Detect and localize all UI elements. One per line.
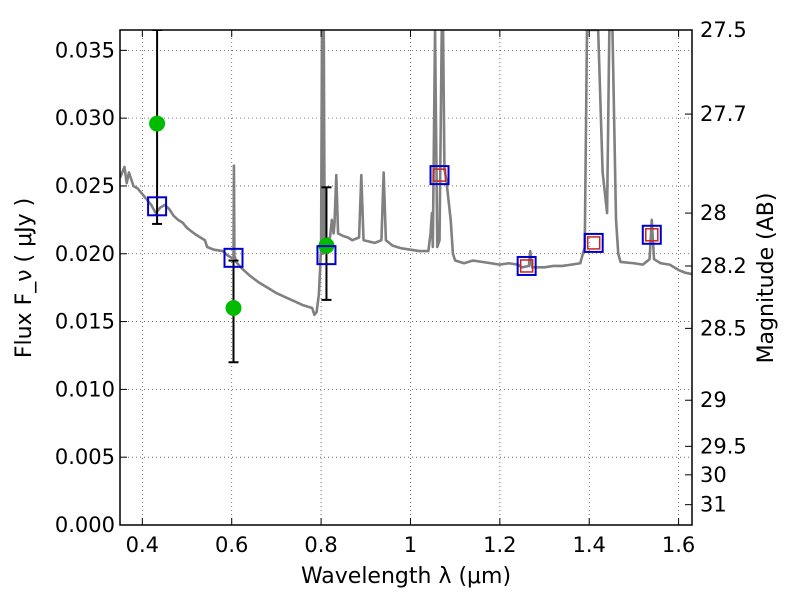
mag-tick-label: 27.7 bbox=[700, 102, 747, 126]
mag-tick-label: 31 bbox=[700, 493, 727, 517]
model-spectrum-line bbox=[120, 30, 692, 317]
mag-tick-label: 30 bbox=[700, 463, 727, 487]
mag-tick-label: 27.5 bbox=[700, 18, 747, 42]
x-tick-label: 1 bbox=[404, 533, 417, 557]
x-tick-label: 0.6 bbox=[215, 533, 248, 557]
mag-tick-label: 29 bbox=[700, 388, 727, 412]
grid bbox=[120, 30, 692, 526]
model-photometry-square bbox=[429, 165, 450, 186]
model-photometry-square bbox=[316, 245, 337, 266]
observed-point bbox=[225, 300, 242, 317]
y-tick-label: 0.015 bbox=[55, 310, 115, 334]
x-tick-label: 1.6 bbox=[662, 533, 695, 557]
model-photometry-square bbox=[583, 232, 604, 253]
y-tick-label: 0.000 bbox=[55, 513, 115, 537]
x-tick-label: 1.4 bbox=[573, 533, 606, 557]
y-tick-label: 0.020 bbox=[55, 242, 115, 266]
x-tick-label: 0.8 bbox=[304, 533, 337, 557]
x-tick-label: 0.4 bbox=[126, 533, 159, 557]
model-photometry-square bbox=[641, 224, 662, 245]
model-photometry-inner-square bbox=[645, 228, 659, 242]
model-photometry-inner-square bbox=[432, 168, 447, 182]
x-tick-label: 1.2 bbox=[483, 533, 516, 557]
model-photometry-inner-square bbox=[586, 236, 601, 250]
model-photometry-square bbox=[516, 255, 537, 276]
y-tick-label: 0.010 bbox=[55, 377, 115, 401]
y-tick-label: 0.025 bbox=[55, 174, 115, 198]
y-axis-right-label: Magnitude (AB) bbox=[754, 193, 779, 364]
mag-tick-label: 28.2 bbox=[700, 254, 747, 278]
mag-tick-label: 29.5 bbox=[700, 434, 747, 458]
mag-tick-label: 28.5 bbox=[700, 316, 747, 340]
y-tick-label: 0.030 bbox=[55, 106, 115, 130]
tick-labels: 0.4 0.6 0.8 1 1.2 1.4 1.6 0.000 0.005 0.010 0.015 0… bbox=[55, 18, 747, 557]
observed-point bbox=[149, 115, 166, 132]
axes-frame bbox=[119, 29, 693, 526]
model-photometry-inner-square bbox=[519, 259, 534, 273]
ticks bbox=[120, 29, 692, 526]
model-photometry-square bbox=[223, 247, 244, 268]
y-tick-label: 0.035 bbox=[55, 38, 115, 62]
mag-tick-label: 28 bbox=[700, 201, 727, 225]
x-axis-label: Wavelength λ (μm) bbox=[301, 564, 511, 589]
model-photometry-square bbox=[147, 196, 168, 217]
plot-data bbox=[120, 30, 692, 364]
y-axis-label: Flux F_ν ( μJy ) bbox=[12, 198, 37, 358]
y-tick-label: 0.005 bbox=[55, 445, 115, 469]
